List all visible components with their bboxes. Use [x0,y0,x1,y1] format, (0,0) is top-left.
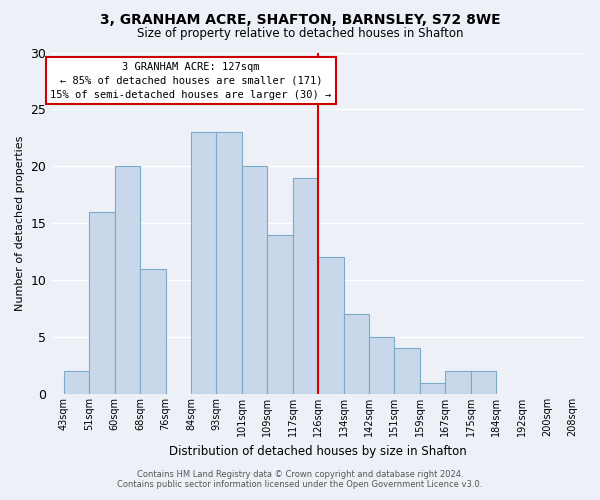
Bar [191,132,217,394]
Bar [445,371,470,394]
Bar [344,314,369,394]
Y-axis label: Number of detached properties: Number of detached properties [15,136,25,311]
Bar [242,166,268,394]
Bar [268,234,293,394]
Text: 3, GRANHAM ACRE, SHAFTON, BARNSLEY, S72 8WE: 3, GRANHAM ACRE, SHAFTON, BARNSLEY, S72 … [100,12,500,26]
Bar [140,269,166,394]
Text: Contains HM Land Registry data © Crown copyright and database right 2024.
Contai: Contains HM Land Registry data © Crown c… [118,470,482,489]
Text: 3 GRANHAM ACRE: 127sqm
← 85% of detached houses are smaller (171)
15% of semi-de: 3 GRANHAM ACRE: 127sqm ← 85% of detached… [50,62,332,100]
Bar [89,212,115,394]
Bar [64,371,89,394]
Bar [115,166,140,394]
Bar [217,132,242,394]
Bar [293,178,318,394]
Bar [394,348,420,394]
Bar [470,371,496,394]
Bar [420,382,445,394]
Bar [318,258,344,394]
X-axis label: Distribution of detached houses by size in Shafton: Distribution of detached houses by size … [169,444,467,458]
Text: Size of property relative to detached houses in Shafton: Size of property relative to detached ho… [137,28,463,40]
Bar [369,337,394,394]
